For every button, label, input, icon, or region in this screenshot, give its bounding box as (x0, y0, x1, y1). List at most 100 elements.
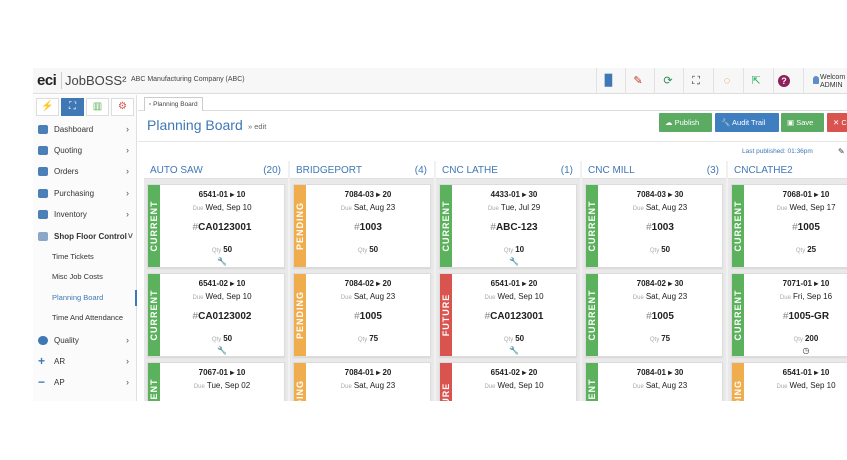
column-header: CNC MILL (3) (582, 161, 726, 179)
sidebar-subitem-planning-board[interactable]: Planning Board (33, 288, 137, 308)
job-card[interactable]: PENDING 7084-03 ▸ 20 Due Sat, Aug 23 #1003 Qt… (293, 184, 431, 268)
chevron-right-icon: › (126, 124, 129, 134)
status-label: PENDING (733, 380, 743, 401)
sidebar-item-label: Orders (54, 167, 79, 176)
due-date: Due Tue, Jul 29 (452, 203, 576, 212)
close-icon: ✕ (833, 118, 840, 127)
planning-board: AUTO SAW (20) CURRENT 6541-01 ▸ 10 Due Wed, S… (144, 161, 847, 401)
job-card[interactable]: CURRENT 7084-02 ▸ 30 Due Sat, Aug 23 #1005 Qt… (585, 273, 723, 357)
chevron-right-icon: › (126, 356, 129, 366)
shop-floor-icon (38, 232, 48, 241)
sidebar-item-ar[interactable]: + AR › (33, 351, 137, 372)
sidebar-item-quality[interactable]: Quality › (33, 330, 137, 351)
lightning-icon[interactable]: ⚡ (36, 98, 59, 116)
quantity: Qty 50 (452, 334, 576, 343)
sidebar-subitem-misc-job-costs[interactable]: Misc Job Costs (33, 267, 137, 287)
chevron-right-icon: › (126, 335, 129, 345)
gears-icon[interactable]: ⚙ (111, 98, 134, 116)
tab-planning-board[interactable]: ▫ Planning Board (144, 97, 203, 111)
edit-link[interactable]: » edit (248, 122, 267, 131)
job-card[interactable]: PENDING 7084-02 ▸ 20 Due Sat, Aug 23 #1005 Qt… (293, 273, 431, 357)
due-value: Wed, Sep 17 (789, 203, 836, 212)
edit-pen-icon[interactable]: ✎ (838, 147, 845, 156)
external-link-icon[interactable]: ⇱ (751, 75, 761, 87)
sidebar-subitem-time-tickets[interactable]: Time Tickets (33, 247, 137, 267)
chat-icon[interactable]: ◌ (723, 75, 731, 87)
close-button[interactable]: ✕ C (827, 113, 847, 132)
column-name: CNC MILL (588, 165, 635, 176)
sidebar-item-dashboard[interactable]: Dashboard › (33, 119, 137, 140)
job-card[interactable]: CURRENT 4433-01 ▸ 30 Due Tue, Jul 29 #ABC-12… (439, 184, 577, 268)
sidebar-item-label: Shop Floor Control (54, 232, 127, 241)
hash-icon: # (354, 311, 360, 322)
product-name: JobBOSS² (65, 73, 127, 88)
quantity: Qty 75 (598, 334, 722, 343)
status-label: PENDING (295, 380, 305, 401)
job-card[interactable]: CURRENT 7084-03 ▸ 30 Due Sat, Aug 23 #1003 Qt… (585, 184, 723, 268)
hash-icon: # (484, 311, 491, 322)
due-date: Due Wed, Sep 10 (452, 292, 576, 301)
board-column: AUTO SAW (20) CURRENT 6541-01 ▸ 10 Due Wed, S… (144, 161, 288, 401)
chevron-down-icon: ˅ (127, 231, 133, 241)
toolbar-divider (625, 68, 626, 94)
sidebar-item-inventory[interactable]: Inventory › (33, 204, 137, 225)
qty-value: 50 (515, 334, 525, 343)
job-operation: 7067-01 ▸ 10 (198, 368, 246, 377)
due-date: Due Wed, Sep 10 (160, 292, 284, 301)
job-card[interactable]: FUTURE 6541-01 ▸ 20 Due Wed, Sep 10 #CA01230… (439, 273, 577, 357)
due-value: Sat, Aug 23 (645, 292, 688, 301)
help-icon[interactable]: ? (778, 75, 790, 87)
part-value: ABC-123 (495, 222, 538, 233)
bar-chart-icon[interactable]: ▥ (86, 98, 109, 116)
orders-icon (38, 167, 48, 176)
job-card[interactable]: CURRENT 6541-01 ▸ 10 Due Wed, Sep 10 #CA0123… (147, 184, 285, 268)
sidebar-subitem-time-and-attendance[interactable]: Time And Attendance (33, 308, 137, 328)
due-value: Sat, Aug 23 (353, 203, 396, 212)
trophy-icon (38, 336, 48, 345)
sidebar-item-label: AR (54, 357, 66, 366)
job-operation: 7084-03 ▸ 20 (344, 190, 392, 199)
job-card[interactable]: CURRENT 7071-01 ▸ 10 Due Fri, Sep 16 #1005-G… (731, 273, 847, 357)
sidebar-item-label: AP (54, 378, 65, 387)
pen-icon[interactable]: ✎ (633, 75, 643, 87)
hash-icon: # (646, 222, 652, 233)
due-label: Due (776, 206, 788, 212)
sidebar-item-orders[interactable]: Orders › (33, 161, 137, 182)
publish-status-bar: Last published: 01:36pm ✎ (138, 141, 847, 161)
qty-label: Qty (503, 337, 514, 343)
publish-button[interactable]: ☁ Publish (659, 113, 712, 132)
welcome-user[interactable]: Welcom ADMIN (820, 74, 845, 90)
part-value: CA0123001 (490, 311, 544, 322)
sitemap-icon[interactable]: ⛶ (61, 98, 84, 116)
job-card[interactable]: CURRENT 6541-02 ▸ 10 Due Wed, Sep 10 #CA0123… (147, 273, 285, 357)
qty-value: 75 (661, 334, 671, 343)
refresh-icon[interactable]: ⟳ (663, 75, 673, 87)
sidebar-subitem-label: Time Tickets (52, 252, 94, 261)
sidebar-item-ap[interactable]: − AP › (33, 372, 137, 393)
qty-value: 25 (807, 245, 817, 254)
chevron-right-icon: › (126, 188, 129, 198)
due-label: Due (779, 295, 791, 301)
sidebar-subitem-label: Misc Job Costs (52, 272, 103, 281)
job-card[interactable]: CURRENT 7068-01 ▸ 10 Due Wed, Sep 17 #1005 Qt… (731, 184, 847, 268)
org-chart-icon[interactable]: ⛶ (692, 75, 700, 87)
due-label: Due (192, 295, 204, 301)
audit-trail-button[interactable]: 🔧 Audit Trail (715, 113, 779, 132)
document-icon[interactable]: ▉ (604, 75, 614, 87)
save-button[interactable]: ▣ Save (781, 113, 824, 132)
top-bar: eci JobBOSS² ABC Manufacturing Company (… (33, 68, 847, 94)
column-count: (1) (560, 165, 573, 176)
main-content: ▫ Planning Board Planning Board » edit ☁… (138, 95, 847, 401)
part-value: 1005-GR (788, 311, 830, 322)
sidebar-item-quoting[interactable]: Quoting › (33, 140, 137, 161)
sidebar-item-purchasing[interactable]: Purchasing › (33, 183, 137, 204)
sidebar-tabs: ⚡ ⛶ ▥ ⚙ (36, 98, 134, 116)
sidebar-item-shop-floor-control[interactable]: Shop Floor Control ˅ (33, 226, 137, 247)
job-operation: 6541-01 ▸ 10 (782, 368, 830, 377)
wrench-icon: 🔧 (721, 118, 731, 127)
